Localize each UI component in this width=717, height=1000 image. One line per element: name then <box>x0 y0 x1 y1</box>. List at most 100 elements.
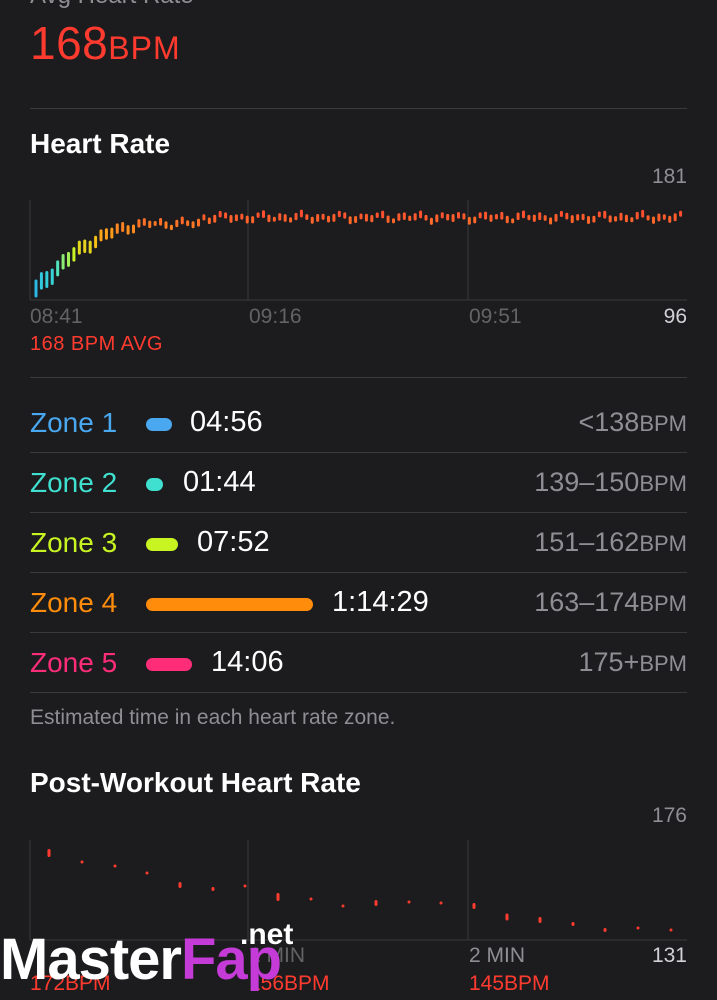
heart-rate-grid <box>30 200 687 300</box>
zone-range-unit: BPM <box>639 651 687 676</box>
zone-range-value: 163–174 <box>534 587 639 617</box>
heart-rate-min-label: 96 <box>664 305 687 329</box>
heart-rate-bar <box>159 218 162 226</box>
heart-rate-bar <box>484 212 487 220</box>
heart-rate-bar <box>40 272 43 290</box>
heart-rate-bar <box>533 215 536 222</box>
heart-rate-bar <box>598 211 601 217</box>
heart-rate-bar <box>273 217 276 222</box>
avg-heart-rate-number: 168 <box>30 17 108 69</box>
post-workout-bar <box>473 903 476 909</box>
heart-rate-bar <box>457 212 460 219</box>
post-workout-bar <box>506 914 509 921</box>
zone-range-unit: BPM <box>639 471 687 496</box>
heart-rate-bar <box>425 215 428 221</box>
zone-time: 04:56 <box>190 406 263 439</box>
zone-bar <box>146 658 192 671</box>
heart-rate-bar <box>251 216 254 223</box>
post-workout-grid <box>30 840 687 940</box>
heart-rate-bars <box>35 210 683 298</box>
post-workout-bar <box>114 865 117 868</box>
post-workout-min-label: 131 <box>652 944 687 968</box>
heart-rate-bar <box>620 213 623 221</box>
watermark-net: .net <box>240 918 293 952</box>
heart-rate-bar <box>376 213 379 219</box>
heart-rate-bar <box>354 216 357 223</box>
heart-rate-bar <box>446 214 449 221</box>
post-workout-time-tick: 2 MIN <box>469 944 525 968</box>
heart-rate-bar <box>262 210 265 218</box>
heart-rate-bar <box>479 212 482 218</box>
heart-rate-bar <box>490 215 493 222</box>
heart-rate-bar <box>327 216 330 223</box>
heart-rate-bar <box>165 221 168 229</box>
heart-rate-bar <box>56 260 59 276</box>
heart-rate-bar <box>289 217 292 222</box>
post-workout-bar <box>670 929 673 932</box>
heart-rate-bar <box>565 213 568 220</box>
heart-rate-bar <box>316 214 319 222</box>
heart-rate-bar <box>571 215 574 223</box>
heart-rate-bar <box>67 252 70 267</box>
heart-rate-bar <box>414 213 417 220</box>
watermark-logo: MasterFap <box>0 926 281 993</box>
post-workout-bar <box>310 898 313 901</box>
heart-rate-bar <box>72 247 75 262</box>
heart-rate-bar <box>674 213 677 221</box>
heart-rate-bar <box>305 214 308 220</box>
avg-heart-rate-unit: BPM <box>108 30 180 66</box>
post-workout-bar <box>146 872 149 875</box>
heart-rate-bar <box>625 215 628 222</box>
heart-rate-avg-text: 168 BPM AVG <box>30 333 163 356</box>
zone-note: Estimated time in each heart rate zone. <box>30 706 395 730</box>
heart-rate-bar <box>127 225 130 235</box>
zone-time: 07:52 <box>197 526 270 559</box>
heart-rate-bar <box>603 211 606 219</box>
heart-rate-bar <box>132 224 135 233</box>
heart-rate-bar <box>397 213 400 221</box>
post-workout-bar <box>408 901 411 904</box>
heart-rate-bar <box>349 216 352 224</box>
heart-rate-time-tick: 08:41 <box>30 305 83 329</box>
zone-name: Zone 1 <box>30 407 117 439</box>
heart-rate-bar <box>462 213 465 219</box>
heart-rate-bar <box>197 219 200 227</box>
divider <box>30 692 687 693</box>
heart-rate-bar <box>522 211 525 219</box>
post-workout-bar <box>48 849 51 857</box>
zone-row-5: Zone 5 14:06 175+BPM <box>30 633 687 693</box>
post-workout-bar <box>244 885 247 888</box>
post-workout-bar <box>277 893 280 901</box>
heart-rate-bar <box>452 214 455 222</box>
heart-rate-bar <box>230 215 233 223</box>
post-workout-bar <box>81 861 84 864</box>
heart-rate-bar <box>652 216 655 223</box>
post-workout-bar <box>212 887 215 891</box>
heart-rate-bar <box>403 212 406 220</box>
heart-rate-bar <box>495 214 498 220</box>
zone-bar <box>146 598 313 611</box>
heart-rate-bar <box>322 214 325 220</box>
heart-rate-bar <box>154 221 157 226</box>
heart-rate-bar <box>267 215 270 222</box>
heart-rate-bar <box>45 271 48 288</box>
zone-name: Zone 4 <box>30 587 117 619</box>
divider <box>30 377 687 378</box>
heart-rate-bar <box>468 217 471 225</box>
heart-rate-bar <box>35 279 38 297</box>
heart-rate-bar <box>295 213 298 220</box>
heart-rate-bar <box>506 216 509 223</box>
heart-rate-bar <box>473 216 476 223</box>
heart-rate-bar <box>202 214 205 220</box>
heart-rate-bar <box>538 212 541 220</box>
heart-rate-bar <box>630 217 633 222</box>
heart-rate-bar <box>511 218 514 223</box>
divider <box>30 108 687 109</box>
heart-rate-bar <box>62 254 65 269</box>
zone-row-4: Zone 4 1:14:29 163–174BPM <box>30 573 687 633</box>
heart-rate-bar <box>311 217 314 224</box>
zone-time: 1:14:29 <box>332 586 429 619</box>
heart-rate-bar <box>257 212 260 217</box>
heart-rate-bar <box>121 222 124 232</box>
heart-rate-bar <box>641 210 644 218</box>
